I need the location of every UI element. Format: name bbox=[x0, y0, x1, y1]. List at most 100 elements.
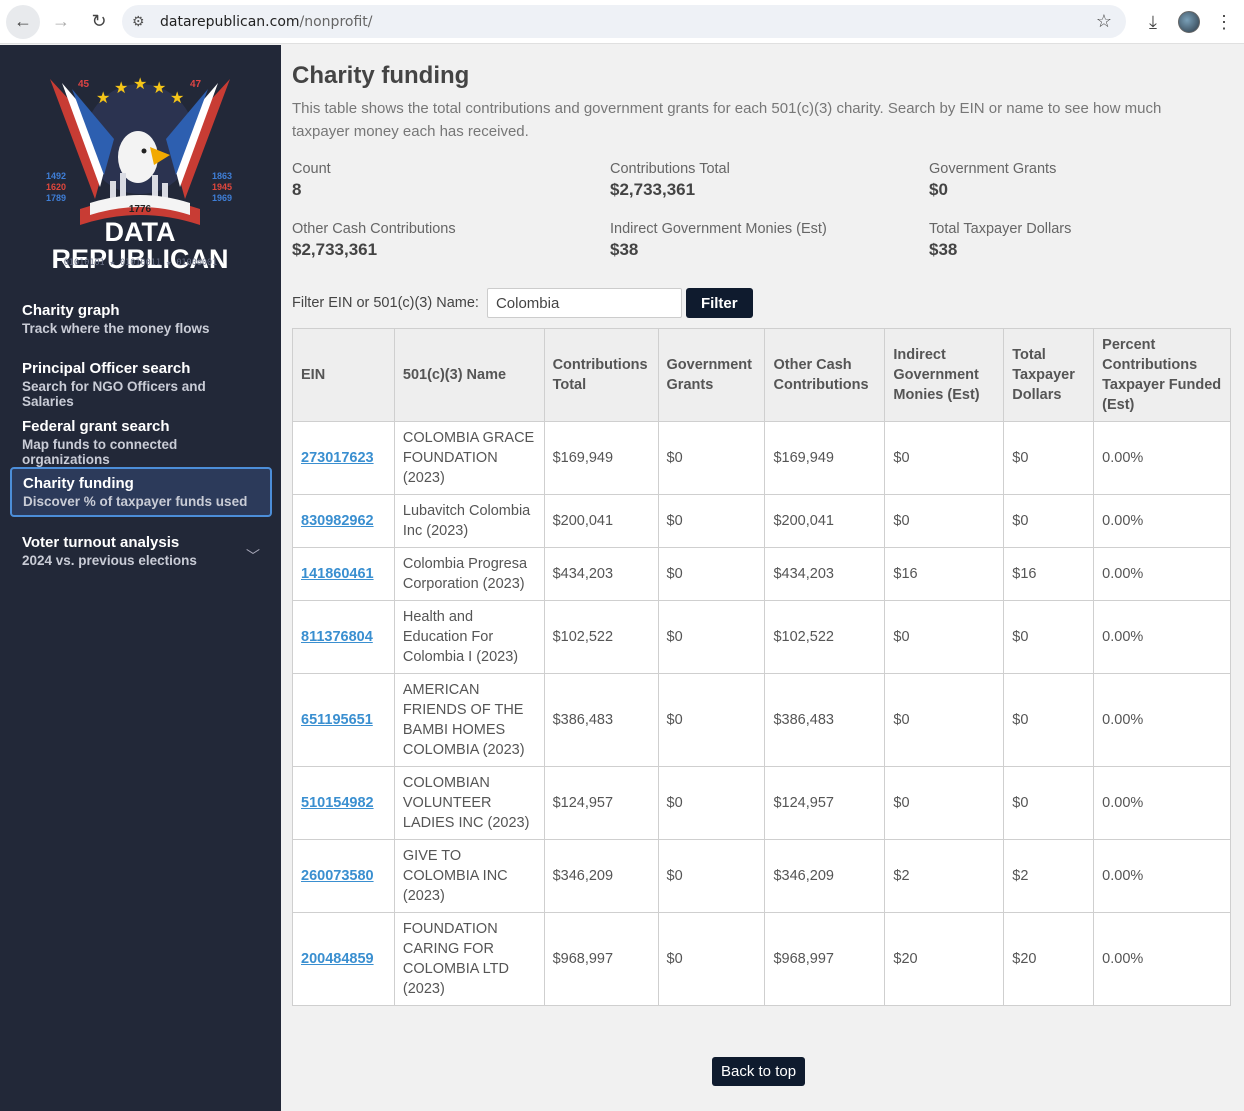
kebab-menu-icon[interactable]: ⋮ bbox=[1215, 11, 1233, 32]
stat-label: Count bbox=[292, 161, 331, 177]
table-cell: $20 bbox=[884, 912, 1005, 1006]
table-cell: $0 bbox=[657, 839, 766, 913]
column-header-other-cash[interactable]: Other Cash Contributions bbox=[764, 328, 886, 422]
column-header-percent-funded[interactable]: Percent Contributions Taxpayer Funded (E… bbox=[1093, 328, 1231, 422]
back-arrow-icon[interactable]: ← bbox=[6, 4, 40, 39]
table-cell: 0.00% bbox=[1093, 600, 1231, 674]
chevron-down-icon[interactable]: ﹀ bbox=[246, 548, 260, 564]
svg-text:★: ★ bbox=[96, 88, 110, 107]
ein-link[interactable]: 260073580 bbox=[301, 868, 374, 884]
table-cell: 0.00% bbox=[1093, 421, 1231, 495]
summary-stats: Count 8 Contributions Total $2,733,361 G… bbox=[292, 161, 1232, 281]
table-cell: $386,483 bbox=[543, 673, 659, 767]
table-cell: $346,209 bbox=[764, 839, 886, 913]
table-cell: $0 bbox=[657, 547, 766, 601]
sidebar-item-title: Voter turnout analysis bbox=[22, 534, 180, 551]
column-header-indirect-government[interactable]: Indirect Government Monies (Est) bbox=[884, 328, 1005, 422]
main-content: Charity funding This table shows the tot… bbox=[292, 45, 1232, 1006]
table-cell: $0 bbox=[657, 673, 766, 767]
bookmark-star-icon[interactable]: ☆ bbox=[1095, 11, 1112, 31]
column-header-ein[interactable]: EIN bbox=[292, 328, 395, 422]
back-to-top-button[interactable]: Back to top bbox=[712, 1057, 806, 1086]
forward-arrow-icon[interactable]: → bbox=[52, 11, 70, 31]
table-cell: $2 bbox=[884, 839, 1005, 913]
ein-link[interactable]: 811376804 bbox=[301, 629, 373, 645]
table-row: 510154982 COLOMBIAN VOLUNTEER LADIES INC … bbox=[292, 766, 1231, 840]
svg-text:47: 47 bbox=[190, 79, 202, 90]
stat-indirect-government-monies: Indirect Government Monies (Est) $38 bbox=[610, 221, 910, 260]
ein-link[interactable]: 651195651 bbox=[301, 712, 373, 728]
browser-toolbar: ← → ↻ ⚙ datarepublican.com/nonprofit/ ☆ … bbox=[0, 0, 1244, 44]
logo-binary-text: 01010101 ★ 01010011 ★ 01000001 bbox=[63, 258, 218, 268]
svg-text:★: ★ bbox=[152, 78, 166, 97]
table-row: 260073580 GIVE TO COLOMBIA INC (2023) $346… bbox=[292, 839, 1231, 913]
stat-other-cash-contributions: Other Cash Contributions $2,733,361 bbox=[292, 221, 592, 260]
table-cell: Lubavitch Colombia Inc (2023) bbox=[393, 494, 545, 548]
table-cell: 0.00% bbox=[1093, 547, 1231, 601]
svg-text:★: ★ bbox=[170, 88, 184, 107]
table-row: 141860461 Colombia Progresa Corporation (… bbox=[292, 547, 1231, 601]
ein-cell: 141860461 bbox=[292, 547, 395, 601]
table-cell: $0 bbox=[657, 912, 766, 1006]
table-cell: 0.00% bbox=[1093, 766, 1231, 840]
sidebar-item-principal-officer-search[interactable]: Principal Officer search Search for NGO … bbox=[10, 354, 272, 415]
ein-cell: 811376804 bbox=[292, 600, 395, 674]
sidebar-item-charity-graph[interactable]: Charity graph Track where the money flow… bbox=[10, 296, 272, 342]
sidebar-item-subtitle: Track where the money flows bbox=[22, 321, 210, 336]
data-republican-logo[interactable]: ★ ★ ★ ★ ★ 45 47 1492 1620 1789 1863 1945… bbox=[40, 69, 240, 269]
table-header-row: EIN 501(c)(3) Name Contributions Total G… bbox=[292, 328, 1231, 422]
table-cell: $102,522 bbox=[764, 600, 886, 674]
column-header-contributions-total[interactable]: Contributions Total bbox=[543, 328, 659, 422]
sidebar-item-subtitle: Discover % of taxpayer funds used bbox=[23, 494, 248, 509]
ein-cell: 651195651 bbox=[292, 673, 395, 767]
stat-count: Count 8 bbox=[292, 161, 592, 200]
svg-text:45: 45 bbox=[78, 79, 90, 90]
table-cell: AMERICAN FRIENDS OF THE BAMBI HOMES COLO… bbox=[393, 673, 545, 767]
ein-link[interactable]: 141860461 bbox=[301, 566, 374, 582]
stat-total-taxpayer-dollars: Total Taxpayer Dollars $38 bbox=[929, 221, 1229, 260]
sidebar-item-charity-funding[interactable]: Charity funding Discover % of taxpayer f… bbox=[10, 467, 272, 517]
stat-label: Government Grants bbox=[929, 161, 1057, 177]
table-cell: $0 bbox=[657, 600, 766, 674]
profile-avatar[interactable] bbox=[1178, 8, 1200, 36]
table-row: 830982962 Lubavitch Colombia Inc (2023) $2… bbox=[292, 494, 1231, 548]
download-icon[interactable]: ⤓ bbox=[1149, 11, 1157, 32]
table-cell: $434,203 bbox=[543, 547, 659, 601]
table-cell: $0 bbox=[657, 421, 766, 495]
table-cell: $200,041 bbox=[543, 494, 659, 548]
column-header-total-taxpayer[interactable]: Total Taxpayer Dollars bbox=[1003, 328, 1095, 422]
table-cell: COLOMBIAN VOLUNTEER LADIES INC (2023) bbox=[393, 766, 545, 840]
ein-link[interactable]: 273017623 bbox=[301, 450, 374, 466]
table-cell: $16 bbox=[1003, 547, 1095, 601]
page-description: This table shows the total contributions… bbox=[292, 100, 1162, 140]
filter-button[interactable]: Filter bbox=[685, 288, 753, 318]
column-header-government-grants[interactable]: Government Grants bbox=[657, 328, 766, 422]
ein-link[interactable]: 510154982 bbox=[301, 795, 374, 811]
table-cell: GIVE TO COLOMBIA INC (2023) bbox=[393, 839, 545, 913]
table-cell: 0.00% bbox=[1093, 673, 1231, 767]
svg-text:1969: 1969 bbox=[212, 193, 232, 203]
reload-icon[interactable]: ↻ bbox=[91, 11, 107, 31]
sidebar-item-title: Principal Officer search bbox=[22, 360, 191, 377]
stat-label: Total Taxpayer Dollars bbox=[929, 221, 1072, 237]
column-header-name[interactable]: 501(c)(3) Name bbox=[393, 328, 545, 422]
stat-value: $0 bbox=[929, 180, 948, 199]
stat-label: Other Cash Contributions bbox=[292, 221, 456, 237]
table-row: 811376804 Health and Education For Colomb… bbox=[292, 600, 1231, 674]
address-bar[interactable]: ⚙ datarepublican.com/nonprofit/ ☆ bbox=[122, 5, 1126, 38]
filter-input[interactable] bbox=[486, 288, 682, 318]
table-cell: $386,483 bbox=[764, 673, 886, 767]
filter-label: Filter EIN or 501(c)(3) Name: bbox=[292, 295, 479, 311]
table-cell: 0.00% bbox=[1093, 912, 1231, 1006]
sidebar-item-title: Charity graph bbox=[22, 302, 120, 319]
table-cell: $0 bbox=[1003, 673, 1095, 767]
ein-link[interactable]: 830982962 bbox=[301, 513, 374, 529]
sidebar-item-subtitle: 2024 vs. previous elections bbox=[22, 553, 197, 568]
svg-text:1789: 1789 bbox=[46, 193, 66, 203]
stat-value: 8 bbox=[292, 180, 302, 199]
ein-link[interactable]: 200484859 bbox=[301, 951, 374, 967]
table-cell: $124,957 bbox=[543, 766, 659, 840]
site-settings-icon[interactable]: ⚙ bbox=[132, 13, 145, 29]
sidebar-item-voter-turnout-analysis[interactable]: Voter turnout analysis 2024 vs. previous… bbox=[10, 528, 272, 574]
sidebar-item-federal-grant-search[interactable]: Federal grant search Map funds to connec… bbox=[10, 412, 272, 473]
